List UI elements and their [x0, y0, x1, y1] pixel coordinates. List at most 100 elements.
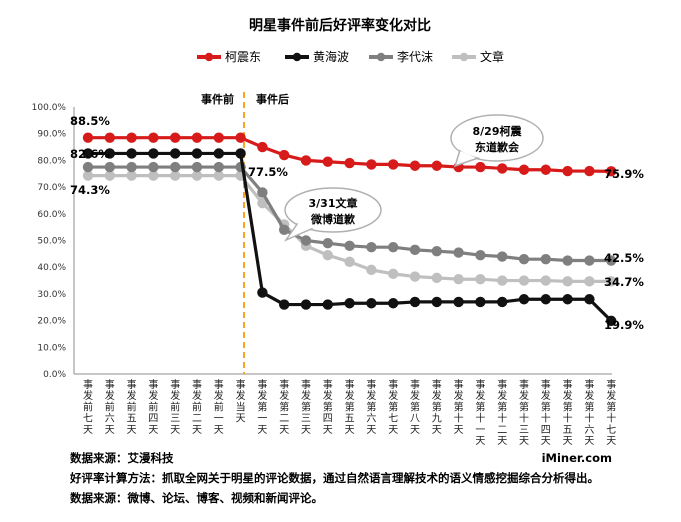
data-point: [562, 255, 573, 266]
data-point: [344, 298, 355, 309]
data-point: [518, 164, 530, 175]
x-tick-label: 事发第四天: [323, 378, 333, 436]
series-line: [88, 151, 613, 323]
x-tick-label: 事发第十五天: [563, 378, 573, 447]
data-point: [322, 249, 333, 261]
data-point: [257, 197, 268, 209]
y-tick-label: 50.0%: [37, 237, 66, 247]
x-tick-label: 事发第六天: [366, 378, 376, 436]
y-tick-label: 90.0%: [37, 130, 66, 140]
x-tick-label: 事发前四天: [148, 378, 158, 436]
data-point: [148, 148, 159, 159]
data-point: [104, 170, 116, 181]
data-point: [366, 298, 377, 309]
data-point: [562, 165, 573, 177]
data-point: [344, 240, 355, 252]
data-point: [475, 296, 486, 308]
data-point: [431, 160, 442, 171]
data-point: [126, 170, 137, 181]
x-tick-label: 事发当天: [236, 378, 246, 425]
legend-label: 文章: [480, 49, 504, 64]
data-point: [279, 149, 290, 161]
data-value-label: 19.9%: [604, 318, 644, 332]
data-point: [104, 148, 116, 159]
data-point: [126, 148, 137, 159]
data-point: [126, 161, 137, 173]
data-value-label: 82.6%: [70, 147, 110, 161]
series-layer: [82, 132, 617, 327]
data-point: [475, 249, 486, 261]
data-point: [279, 224, 290, 236]
y-tick-label: 0.0%: [43, 370, 66, 380]
data-point: [606, 315, 617, 327]
legend-marker: [376, 52, 386, 62]
data-point: [257, 287, 268, 298]
y-tick-label: 40.0%: [37, 263, 66, 273]
data-value-label: 34.7%: [604, 275, 644, 289]
data-point: [366, 241, 377, 253]
phase-label-after: 事件后: [256, 92, 289, 106]
y-tick-label: 100.0%: [32, 103, 67, 113]
data-point: [300, 235, 312, 246]
chart-title: 明星事件前后好评率变化对比: [249, 17, 431, 34]
x-tick-label: 事发第十天: [454, 378, 464, 436]
data-point: [409, 296, 421, 308]
data-point: [388, 241, 399, 253]
data-point: [148, 170, 159, 181]
data-point: [126, 132, 137, 143]
data-point: [322, 237, 333, 249]
data-point: [82, 170, 94, 181]
data-point: [562, 294, 573, 305]
data-point: [409, 244, 421, 256]
x-tick-label: 事发前二天: [192, 378, 202, 436]
x-tick-label: 事发第二天: [279, 378, 289, 436]
footer-source-left: 数据来源：艾漫科技: [70, 451, 174, 465]
data-point: [148, 132, 159, 143]
data-point: [322, 156, 333, 167]
data-point: [540, 253, 551, 265]
x-tick-label: 事发前六天: [105, 378, 115, 436]
data-point: [388, 159, 399, 170]
footer: 数据来源：艾漫科技 iMiner.com 好评率计算方法：抓取全网关于明星的评论…: [69, 451, 612, 505]
data-point: [148, 161, 159, 173]
data-point: [170, 170, 181, 181]
data-value-label: 74.3%: [70, 183, 110, 197]
data-point: [431, 245, 442, 257]
y-tick-labels: 0.0% 10.0% 20.0% 30.0% 40.0% 50.0% 60.0% 70.0% 8…: [32, 103, 67, 380]
data-point: [191, 132, 203, 143]
x-tick-label: 事发第五天: [345, 378, 355, 436]
data-point: [409, 271, 421, 282]
x-tick-label: 事发第十二天: [497, 378, 507, 447]
x-tick-label: 事发第三天: [301, 378, 311, 436]
data-point: [497, 296, 508, 308]
data-value-label: 77.5%: [248, 165, 288, 179]
data-point: [322, 299, 333, 310]
data-point: [497, 275, 508, 286]
data-point: [257, 187, 268, 198]
data-point: [584, 255, 595, 266]
data-point: [584, 276, 595, 287]
data-point: [453, 247, 464, 258]
data-value-label: 75.9%: [604, 167, 644, 181]
x-tick-label: 事发前七天: [83, 378, 93, 436]
data-point: [453, 296, 464, 308]
data-value-label: 42.5%: [604, 251, 644, 265]
x-tick-label: 事发第七天: [388, 378, 398, 436]
x-tick-label: 事发第一天: [257, 378, 267, 436]
callout-text-line1: 3/31文章: [309, 196, 358, 210]
data-point: [475, 161, 486, 173]
callout-text-line2: 东道歉会: [475, 140, 520, 154]
data-point: [366, 159, 377, 170]
data-point: [300, 155, 312, 166]
data-point: [562, 276, 573, 287]
legend-label: 柯震东: [225, 50, 261, 64]
callout-text-line2: 微博道歉: [310, 212, 355, 226]
data-point: [388, 268, 399, 280]
footer-method: 好评率计算方法：抓取全网关于明星的评论数据，通过自然语言理解技术的语义情感挖掘综…: [69, 471, 599, 485]
x-tick-label: 事发第八天: [410, 378, 420, 436]
footer-source-channels: 数据来源：微博、论坛、博客、视频和新闻评论。: [70, 491, 323, 505]
data-point: [409, 160, 421, 171]
